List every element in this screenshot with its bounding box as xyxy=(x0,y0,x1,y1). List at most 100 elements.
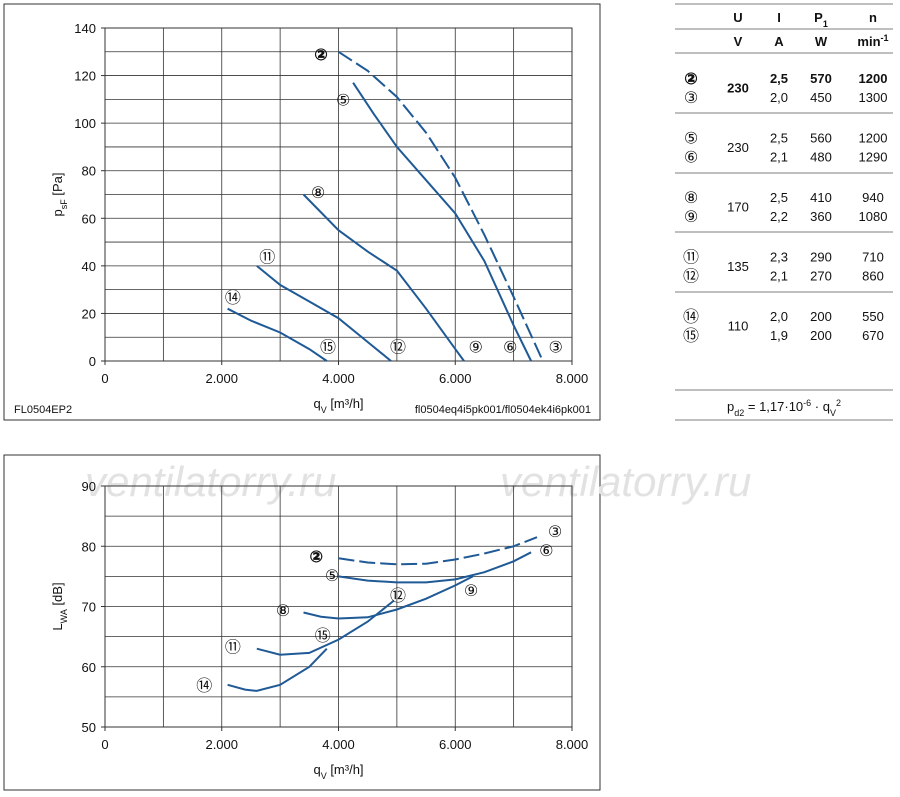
footnote: FL0504EP2 xyxy=(14,404,72,416)
curve-label: ⑧ xyxy=(311,183,325,202)
chart-frame xyxy=(3,454,601,791)
y-tick-label: 80 xyxy=(82,539,96,554)
table-unit: min-1 xyxy=(857,33,888,49)
y-tick-label: 80 xyxy=(82,164,96,179)
curve-label: ⑥ xyxy=(503,338,517,357)
table-unit: W xyxy=(815,34,828,49)
table-header: U xyxy=(733,10,742,25)
table-cell: 670 xyxy=(862,328,884,343)
table-cell: 560 xyxy=(810,131,832,146)
fan-curve xyxy=(352,82,532,362)
x-tick-label: 0 xyxy=(101,737,108,752)
label-part: V xyxy=(321,771,327,781)
label-part: p xyxy=(50,209,65,216)
fan-curve xyxy=(303,575,474,620)
label-part: p xyxy=(727,399,734,414)
watermark: ventilatorry.ru xyxy=(500,458,751,505)
label-part: [Pa] xyxy=(50,173,65,200)
label-part: WA xyxy=(59,609,69,623)
label-part: 1 xyxy=(823,19,828,29)
y-tick-label: 60 xyxy=(82,660,96,675)
row-id: ⑮ xyxy=(683,326,699,345)
table-header: P1 xyxy=(814,10,828,29)
table-cell: 200 xyxy=(810,328,832,343)
label-part: min xyxy=(857,34,880,49)
table-cell: 1,9 xyxy=(770,328,788,343)
table-cell: 270 xyxy=(810,269,832,284)
table-cell: 2,0 xyxy=(770,309,788,324)
table-unit: A xyxy=(774,34,784,49)
curve-label: ③ xyxy=(548,338,562,357)
table-cell: 710 xyxy=(862,250,884,265)
label-part: V xyxy=(830,408,836,418)
y-tick-label: 120 xyxy=(74,69,96,84)
label-part: [dB] xyxy=(50,582,65,609)
curve-label: ⑨ xyxy=(464,581,478,600)
table-cell: 170 xyxy=(727,200,749,215)
x-axis-label: qV [m³/h] xyxy=(313,762,363,781)
y-tick-label: 50 xyxy=(82,720,96,735)
fan-curve xyxy=(256,265,392,362)
label-part: [m³/h] xyxy=(327,762,364,777)
label-part: · q xyxy=(811,399,830,414)
table-cell: 2,5 xyxy=(770,71,788,86)
y-axis-label: psF [Pa] xyxy=(50,173,69,217)
table-cell: 410 xyxy=(810,190,832,205)
x-tick-label: 2.000 xyxy=(205,737,238,752)
curve-label: ⑧ xyxy=(276,601,290,620)
y-tick-label: 0 xyxy=(89,354,96,369)
table-cell: 230 xyxy=(727,81,749,96)
y-tick-label: 20 xyxy=(82,306,96,321)
row-id: ⑪ xyxy=(683,248,699,267)
table-cell: 450 xyxy=(810,90,832,105)
label-part: q xyxy=(313,762,320,777)
curve-label: ⑥ xyxy=(539,541,553,560)
curve-label: ③ xyxy=(548,522,562,541)
curve-label: ⑤ xyxy=(336,90,350,109)
label-part: L xyxy=(50,623,65,630)
table-cell: 290 xyxy=(810,250,832,265)
row-id: ⑥ xyxy=(684,148,698,167)
table-cell: 1300 xyxy=(859,90,888,105)
table-cell: 550 xyxy=(862,309,884,324)
table-cell: 1200 xyxy=(859,131,888,146)
x-tick-label: 8.000 xyxy=(556,737,589,752)
x-axis-label: qV [m³/h] xyxy=(313,396,363,415)
label-part: 2 xyxy=(836,398,841,408)
label-part: [m³/h] xyxy=(327,396,364,411)
x-tick-label: 6.000 xyxy=(439,737,472,752)
y-tick-label: 90 xyxy=(82,479,96,494)
fan-curve xyxy=(338,551,532,584)
formula: pd2 = 1,17·10-6 · qV2 xyxy=(727,398,841,418)
x-tick-label: 2.000 xyxy=(205,371,238,386)
chart-frame xyxy=(3,3,601,421)
x-tick-label: 4.000 xyxy=(322,371,355,386)
label-part: q xyxy=(313,396,320,411)
curve-label: ⑭ xyxy=(196,676,212,695)
curve-label: ⑭ xyxy=(225,288,241,307)
y-tick-label: 140 xyxy=(74,21,96,36)
fan-curve xyxy=(227,307,328,362)
table-cell: 230 xyxy=(727,140,749,155)
y-tick-label: 70 xyxy=(82,600,96,615)
row-id: ⑨ xyxy=(684,207,698,226)
fan-curve xyxy=(337,50,544,362)
table-cell: 480 xyxy=(810,150,832,165)
y-axis-label: LWA [dB] xyxy=(50,582,69,630)
table-cell: 2,0 xyxy=(770,90,788,105)
x-tick-label: 8.000 xyxy=(556,371,589,386)
table-cell: 1290 xyxy=(859,150,888,165)
table-header: n xyxy=(869,10,877,25)
table-cell: 2,1 xyxy=(770,269,788,284)
label-part: -1 xyxy=(881,33,889,43)
table-cell: 200 xyxy=(810,309,832,324)
fan-curve xyxy=(338,536,538,566)
table-cell: 2,2 xyxy=(770,209,788,224)
curve-label: ② xyxy=(314,45,328,64)
curve-label: ⑪ xyxy=(225,637,241,656)
y-tick-label: 60 xyxy=(82,211,96,226)
table-cell: 360 xyxy=(810,209,832,224)
curve-label: ② xyxy=(310,547,324,566)
label-part: V xyxy=(321,405,327,415)
